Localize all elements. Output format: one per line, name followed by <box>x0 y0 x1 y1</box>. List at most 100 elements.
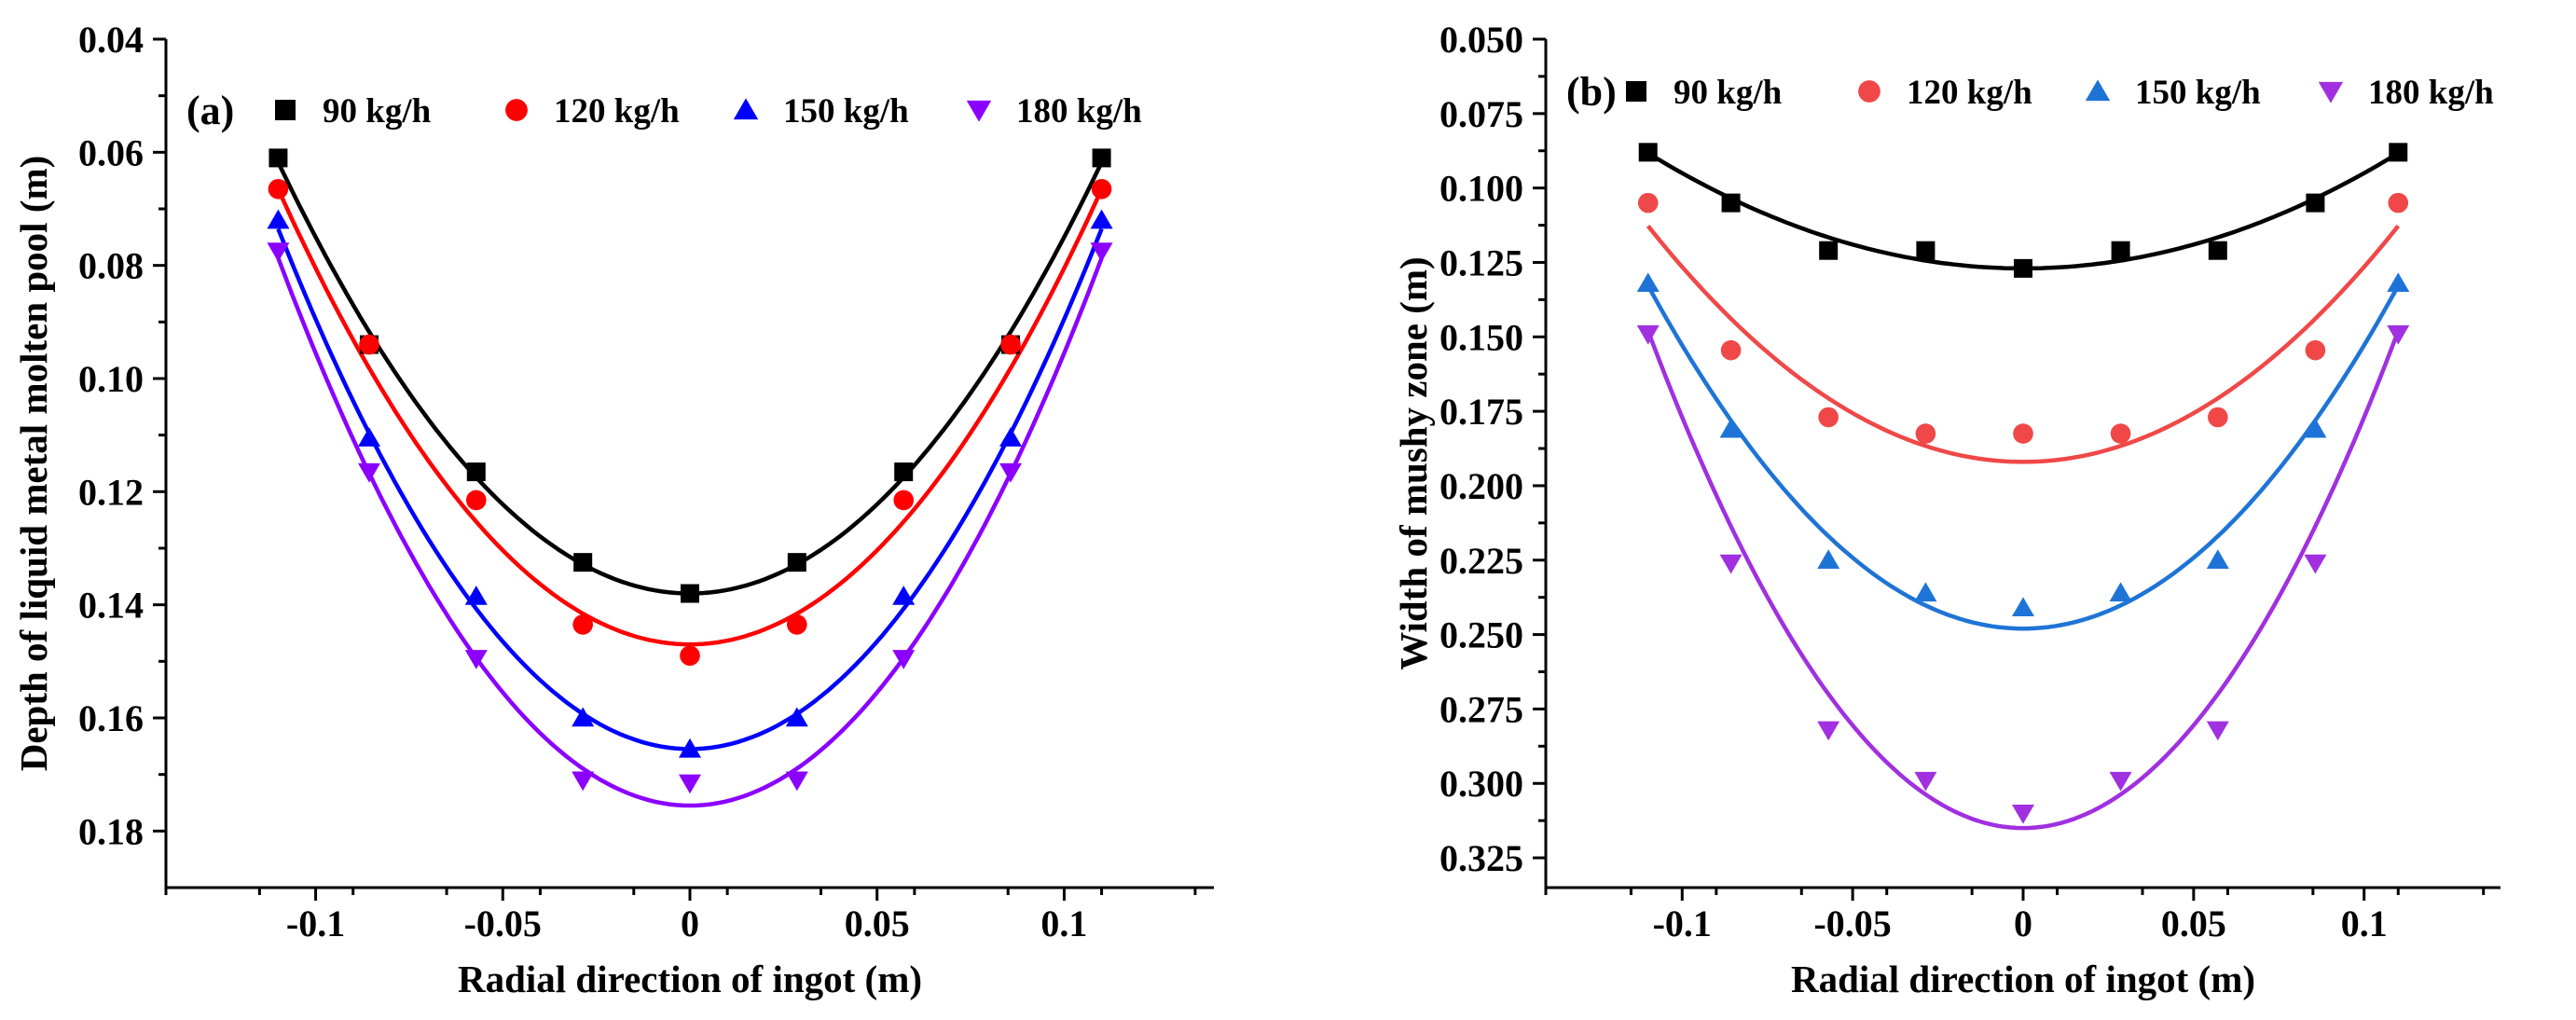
x-tick-label: 0.05 <box>845 903 910 944</box>
data-point <box>464 650 488 669</box>
data-point <box>573 553 593 572</box>
data-point <box>1719 554 1743 574</box>
legend-label: 150 kg/h <box>783 92 909 131</box>
y-tick-label: 0.125 <box>1440 241 1523 283</box>
data-point <box>2109 582 2132 602</box>
data-point <box>679 737 701 758</box>
legend-marker <box>1858 80 1880 103</box>
x-axis-title: Radial direction of ingot (m) <box>458 958 922 1000</box>
data-point <box>679 774 701 794</box>
y-tick-label: 0.16 <box>78 697 144 739</box>
data-point <box>785 771 808 792</box>
legend-marker <box>966 100 992 122</box>
data-point <box>2306 193 2325 213</box>
data-point <box>2109 771 2132 792</box>
chart-panel-a: -0.1 -0.05 0 0.05 0.1 0.04 0.06 0.08 0.10 0.12 0.1… <box>12 19 1214 1000</box>
fit-curve <box>1646 224 2401 464</box>
data-point <box>1637 192 1659 214</box>
data-point <box>1000 334 1021 355</box>
fit-curve <box>276 256 1104 808</box>
x-axis-title: Radial direction of ingot (m) <box>1791 958 2255 1000</box>
data-point <box>787 614 807 635</box>
data-point <box>999 427 1023 447</box>
data-point <box>787 553 806 572</box>
data-point <box>681 584 699 603</box>
data-point <box>1092 148 1111 168</box>
legend-label: 180 kg/h <box>1016 92 1142 131</box>
legend-label: 150 kg/h <box>2135 74 2261 112</box>
x-tick-label: -0.05 <box>1813 903 1891 944</box>
data-point <box>1090 242 1113 262</box>
data-point <box>572 707 595 727</box>
legend-label: 120 kg/h <box>1907 74 2032 112</box>
data-point <box>1090 209 1113 229</box>
x-tick-label: 0 <box>681 903 699 944</box>
y-tick-label: 0.18 <box>78 810 144 852</box>
data-point <box>269 148 288 168</box>
data-point <box>464 586 488 605</box>
data-point <box>2206 721 2229 741</box>
data-point <box>1818 407 1839 428</box>
y-tick-label: 0.04 <box>78 19 144 61</box>
legend-label: 120 kg/h <box>554 92 680 131</box>
data-point <box>1817 721 1840 741</box>
y-tick-label: 0.275 <box>1440 688 1523 730</box>
data-point <box>2387 324 2410 345</box>
fit-curve <box>1646 330 2401 831</box>
data-point <box>2012 804 2034 824</box>
data-point <box>1721 193 1741 213</box>
data-point <box>572 771 595 792</box>
fit-curve <box>1646 151 2400 271</box>
y-tick-label: 0.100 <box>1440 168 1523 210</box>
data-point <box>1638 143 1658 162</box>
y-tick-label: 0.050 <box>1440 19 1523 61</box>
y-axis-title: Width of mushy zone (m) <box>1392 256 1435 669</box>
data-point <box>267 209 290 229</box>
legend-marker <box>733 98 759 120</box>
y-tick-label: 0.06 <box>78 131 144 173</box>
x-tick-label: 0.1 <box>2341 903 2388 944</box>
data-point <box>357 462 380 483</box>
legend-label: 180 kg/h <box>2368 74 2494 112</box>
legend-label: 90 kg/h <box>323 92 432 131</box>
data-point <box>2206 549 2229 569</box>
data-point <box>359 334 379 355</box>
data-point <box>2304 418 2327 438</box>
data-point <box>1091 178 1112 200</box>
data-point <box>1916 241 1935 260</box>
data-point <box>894 462 914 482</box>
fit-curve <box>1646 284 2401 631</box>
panel-label: (b) <box>1566 69 1617 115</box>
data-point <box>2208 241 2227 260</box>
legend-marker <box>275 100 296 120</box>
y-tick-label: 0.225 <box>1440 540 1523 582</box>
y-tick-label: 0.075 <box>1440 93 1523 135</box>
legend-marker <box>505 99 528 121</box>
x-tick-label: 0.1 <box>1040 903 1087 944</box>
x-tick-label: 0 <box>2014 903 2032 944</box>
y-tick-label: 0.08 <box>78 245 144 287</box>
y-tick-label: 0.10 <box>78 358 144 400</box>
data-point <box>572 614 593 635</box>
data-point <box>680 645 700 667</box>
fit-curve <box>276 161 1104 596</box>
data-point <box>1720 339 1742 361</box>
data-point <box>2014 258 2032 278</box>
data-point <box>2389 143 2408 162</box>
legend-marker <box>2318 81 2344 103</box>
data-point <box>892 586 916 605</box>
data-point <box>2012 597 2034 617</box>
data-point <box>267 242 290 262</box>
y-tick-label: 0.175 <box>1440 391 1523 433</box>
y-tick-label: 0.200 <box>1440 465 1523 507</box>
data-point <box>892 650 916 669</box>
data-point <box>1636 324 1660 345</box>
data-point <box>466 462 486 482</box>
data-point <box>2304 554 2327 574</box>
y-tick-label: 0.12 <box>78 471 144 513</box>
data-point <box>893 489 915 511</box>
y-axis-title: Depth of liquid metal molten pool (m) <box>12 156 55 772</box>
data-point <box>1915 423 1936 444</box>
data-point <box>2013 423 2033 444</box>
x-tick-label: -0.1 <box>1653 903 1712 944</box>
